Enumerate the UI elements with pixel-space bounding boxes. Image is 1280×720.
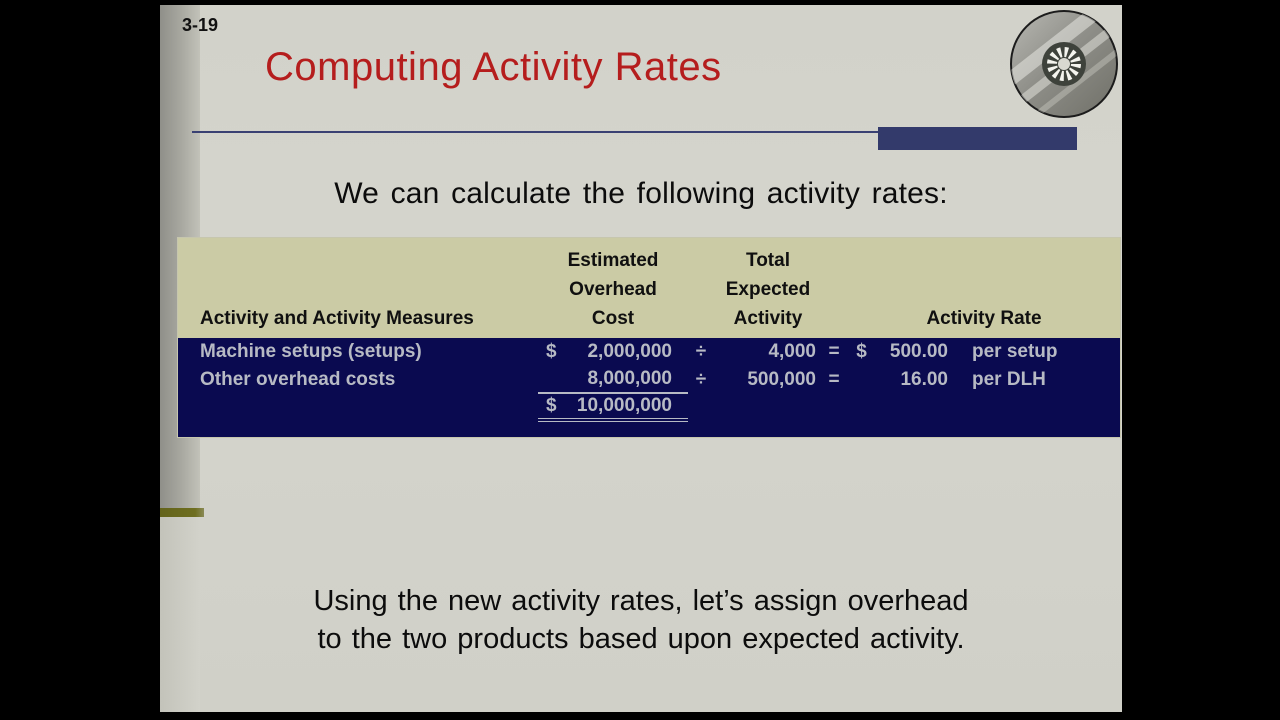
table-row-total: $ 10,000,000 xyxy=(178,394,1120,422)
currency-sign: $ xyxy=(546,395,557,416)
activity-value: 4,000 xyxy=(768,341,816,362)
cd-disc-icon xyxy=(1010,10,1118,118)
table-row-other-overhead: Other overhead costs 8,000,000 ÷ 500,000… xyxy=(178,366,1120,394)
amount-value: 8,000,000 xyxy=(587,368,672,389)
slide-title: Computing Activity Rates xyxy=(265,45,722,89)
row-label: Machine setups (setups) xyxy=(200,341,422,362)
amount-value: 2,000,000 xyxy=(587,341,672,362)
rate-currency-sign: $ xyxy=(856,341,867,362)
currency-sign: $ xyxy=(546,341,557,362)
title-divider-accent-block xyxy=(878,127,1077,150)
equals-sign: = xyxy=(828,369,840,390)
activity-value: 500,000 xyxy=(747,369,816,390)
olive-accent-mark xyxy=(160,508,204,517)
left-edge-strip-lower xyxy=(160,517,200,712)
rate-value: 16.00 xyxy=(900,369,948,390)
rate-unit: per setup xyxy=(972,341,1058,362)
header-activity-rate: Activity Rate xyxy=(926,308,1042,329)
activity-rates-table: Activity and Activity Measures Estimated… xyxy=(178,238,1120,437)
row-amount-cell: $ 2,000,000 xyxy=(538,338,688,366)
presentation-slide: 3-19 Computing Activity Rates We can cal… xyxy=(160,5,1122,712)
title-divider-line xyxy=(192,131,1074,133)
row-amount-cell: 8,000,000 xyxy=(538,366,688,394)
rate-value: 500.00 xyxy=(889,341,948,362)
header-total-expected-activity: Total Expected Activity xyxy=(725,250,811,329)
equals-sign: = xyxy=(828,341,840,362)
rate-unit: per DLH xyxy=(972,369,1046,390)
table-body: Machine setups (setups) $ 2,000,000 ÷ 4,… xyxy=(178,338,1120,437)
header-activity-measures: Activity and Activity Measures xyxy=(200,308,474,329)
divide-sign: ÷ xyxy=(695,369,707,390)
table-header-row: Activity and Activity Measures Estimated… xyxy=(178,238,1120,338)
footer-line-1: Using the new activity rates, let’s assi… xyxy=(313,585,969,617)
table-row-machine-setups: Machine setups (setups) $ 2,000,000 ÷ 4,… xyxy=(178,338,1120,366)
divide-sign: ÷ xyxy=(695,341,707,362)
footer-line-2: to the two products based upon expected … xyxy=(317,623,965,655)
intro-text: We can calculate the following activity … xyxy=(334,177,948,210)
header-estimated-overhead-cost: Estimated Overhead Cost xyxy=(567,250,659,329)
total-amount-value: 10,000,000 xyxy=(576,395,672,416)
total-amount-cell: $ 10,000,000 xyxy=(538,394,688,422)
row-label: Other overhead costs xyxy=(200,369,396,390)
slide-number: 3-19 xyxy=(182,15,219,35)
footer-text: Using the new activity rates, let’s assi… xyxy=(160,582,1122,658)
